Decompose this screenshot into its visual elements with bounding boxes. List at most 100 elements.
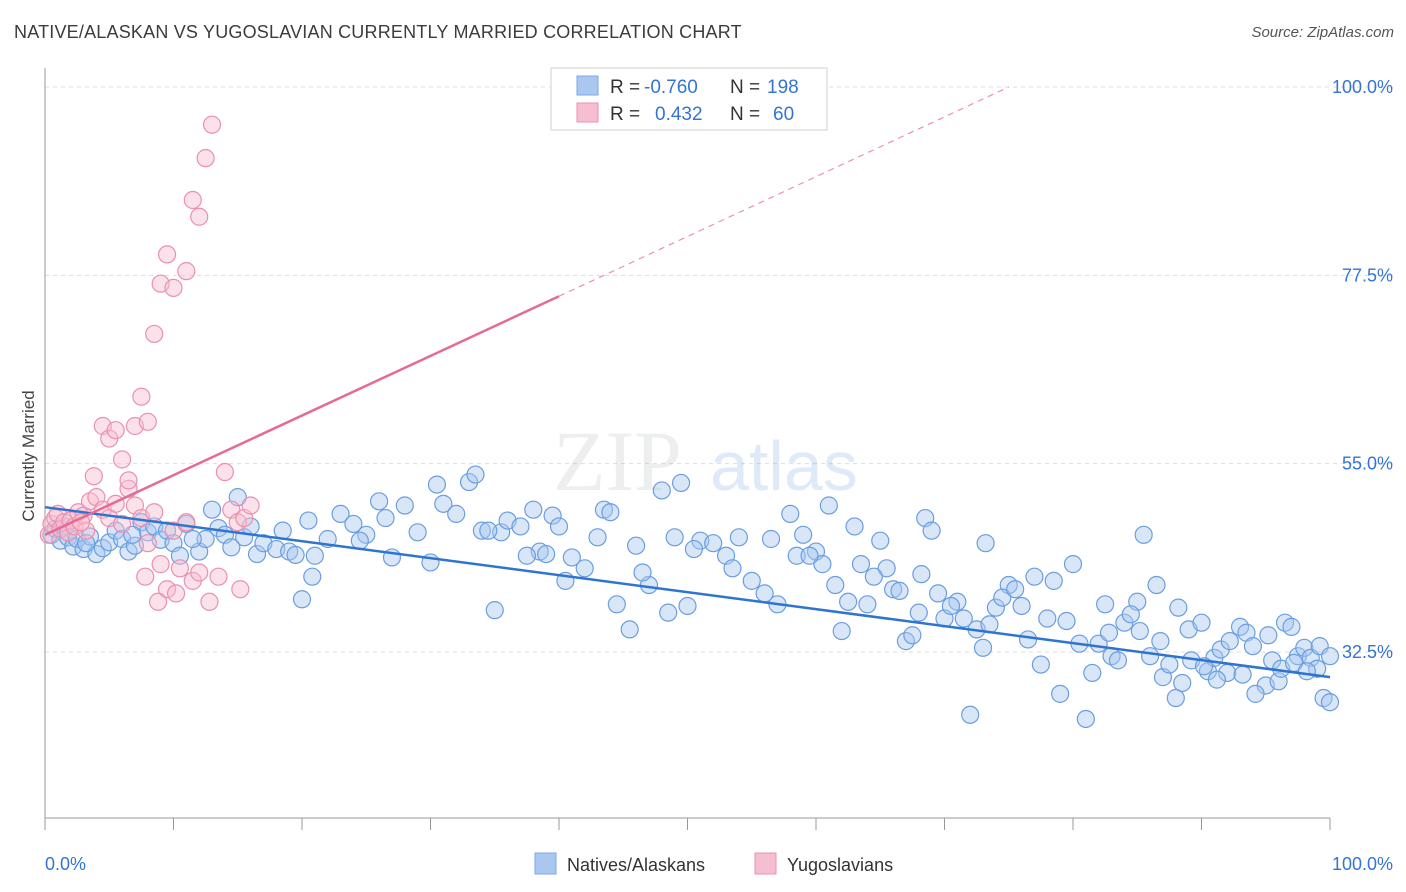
yugoslavian-point-27 (177, 513, 196, 532)
yugoslavian-point-48 (215, 462, 234, 482)
native-point-115 (1051, 684, 1070, 703)
native-point-187 (1220, 632, 1239, 651)
native-point-124 (1134, 525, 1153, 544)
yugoslavian-point-55 (166, 584, 186, 603)
native-point-37 (292, 590, 312, 609)
native-point-77 (678, 596, 697, 616)
yugoslavian-point-44 (183, 190, 202, 210)
native-point-52 (459, 472, 479, 492)
yugoslavian-point-52 (241, 496, 260, 515)
native-point-178 (1099, 623, 1119, 642)
x-tick-label-0: 0.0% (45, 854, 86, 874)
yugoslavian-point-35 (119, 471, 138, 490)
yugoslavian-point-53 (136, 567, 155, 586)
native-point-65 (575, 559, 594, 578)
yugoslavian-point-39 (145, 324, 164, 344)
native-point-31 (247, 544, 267, 564)
native-point-50 (434, 494, 453, 513)
native-point-165 (890, 581, 909, 600)
native-point-164 (864, 567, 883, 586)
yugoslavian-point-57 (209, 567, 228, 586)
native-point-190 (1259, 626, 1278, 645)
native-point-73 (652, 481, 671, 500)
yugoslavian-point-46 (196, 149, 215, 168)
x-tick-labels: 0.0% 100.0% (45, 854, 1393, 874)
native-point-24 (196, 529, 215, 549)
y-tick-label-3: 100.0% (1332, 77, 1393, 97)
yugoslavian-point-17 (112, 514, 132, 534)
native-point-112 (1025, 567, 1044, 586)
native-point-119 (1096, 595, 1115, 614)
native-point-158 (684, 539, 704, 559)
native-point-109 (986, 598, 1006, 617)
watermark-zip: ZIP (553, 413, 682, 509)
watermark: ZIP atlas (553, 413, 858, 509)
yugoslavian-point-54 (148, 592, 168, 611)
yugoslavian-point-56 (200, 592, 219, 611)
legend-label-natives: Natives/Alaskans (567, 855, 705, 875)
legend-r-label-2: R = (610, 104, 640, 125)
native-point-166 (912, 565, 931, 584)
native-point-97 (883, 580, 903, 599)
axis-layer (44, 68, 1331, 830)
native-point-162 (826, 575, 845, 595)
native-point-175 (1057, 611, 1076, 631)
native-point-38 (299, 511, 318, 530)
native-point-113 (1038, 609, 1057, 628)
series-legend: Natives/Alaskans Yugoslavians (534, 852, 893, 875)
native-point-186 (1207, 670, 1227, 689)
legend-r-value-1: -0.760 (644, 77, 698, 98)
native-point-89 (813, 555, 832, 574)
native-point-188 (1233, 665, 1252, 684)
native-point-154 (479, 521, 498, 540)
native-point-149 (1320, 693, 1340, 712)
yugoslavian-point-38 (138, 412, 157, 431)
yugoslavian-point-58 (231, 580, 250, 599)
native-point-128 (1166, 688, 1185, 708)
native-point-111 (1012, 596, 1031, 616)
native-point-117 (1076, 709, 1095, 729)
legend-n-label-2: N = (730, 104, 760, 125)
native-point-55 (485, 601, 504, 620)
yugoslavian-point-33 (106, 421, 125, 440)
native-point-170 (976, 534, 995, 553)
native-point-157 (633, 563, 652, 582)
native-point-100 (909, 603, 928, 622)
native-point-64 (562, 548, 581, 567)
native-point-195 (1320, 647, 1340, 666)
native-point-182 (1160, 655, 1179, 674)
native-point-153 (427, 475, 447, 494)
native-point-131 (1192, 613, 1211, 632)
native-point-198 (183, 529, 202, 549)
native-point-45 (376, 508, 395, 528)
native-point-91 (832, 621, 851, 641)
native-point-53 (466, 465, 485, 484)
legend-label-yugoslavians: Yugoslavians (787, 855, 893, 875)
native-point-163 (851, 555, 871, 574)
native-point-70 (620, 620, 639, 639)
native-point-151 (303, 567, 322, 586)
legend-swatch-blue (576, 75, 599, 96)
native-point-51 (447, 504, 466, 523)
native-point-138 (1243, 637, 1263, 656)
native-point-41 (331, 504, 350, 523)
native-point-169 (954, 609, 973, 628)
x-tick-label-1: 100.0% (1332, 854, 1393, 874)
native-point-76 (671, 473, 691, 493)
yugoslavian-point-23 (151, 555, 170, 574)
native-point-82 (742, 571, 761, 590)
native-point-196 (77, 534, 96, 553)
native-point-92 (839, 592, 858, 611)
native-point-105 (961, 705, 980, 724)
native-point-39 (305, 546, 324, 565)
native-point-59 (524, 500, 543, 519)
native-point-171 (993, 588, 1012, 607)
native-point-125 (1140, 647, 1160, 666)
native-point-58 (511, 517, 530, 536)
y-tick-label-2: 77.5% (1342, 265, 1393, 285)
points-layer (39, 115, 1340, 729)
native-point-126 (1147, 575, 1166, 595)
native-point-174 (1031, 655, 1050, 674)
native-point-79 (704, 534, 723, 553)
